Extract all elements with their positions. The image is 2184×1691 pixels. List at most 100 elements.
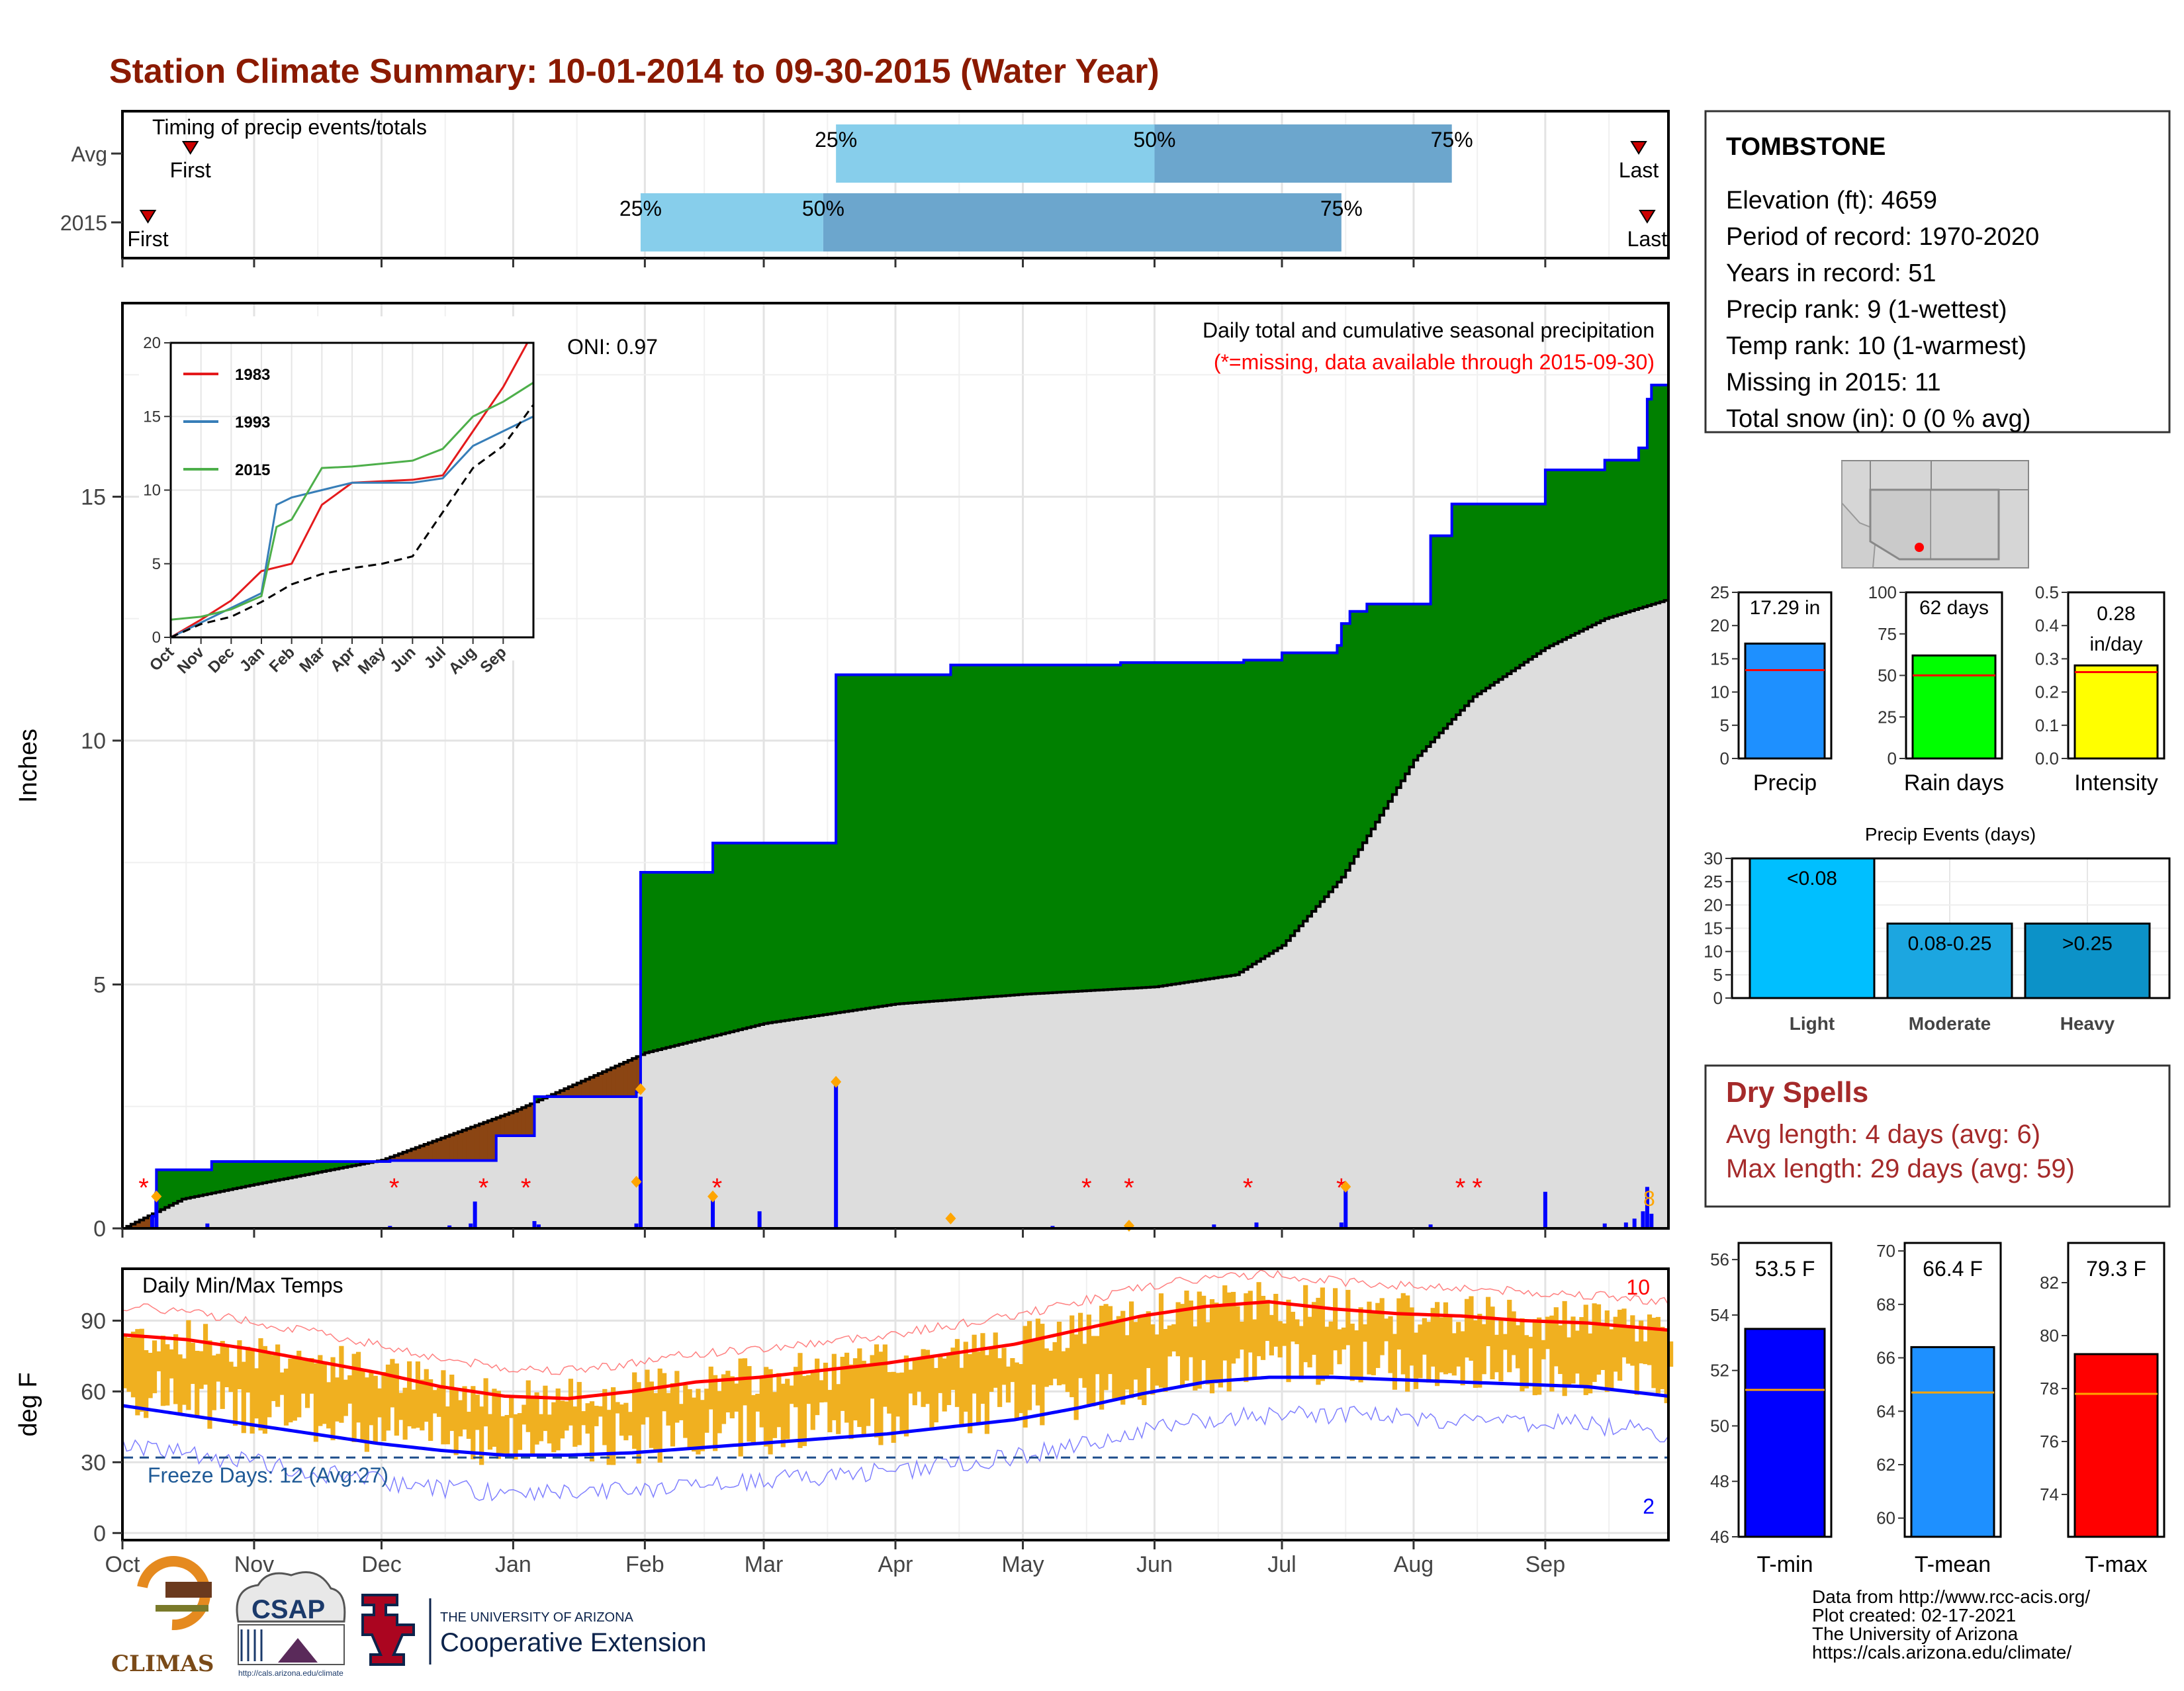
daily-temp-bar: [445, 1406, 450, 1445]
surplus-area: [334, 1162, 340, 1169]
daily-temp-bar: [1205, 1322, 1210, 1385]
events-bar-light: [1749, 857, 1876, 999]
surplus-area: [759, 843, 764, 1025]
daily-temp-bar: [636, 1382, 641, 1464]
deficit-area: [572, 1085, 578, 1097]
surplus-area: [1298, 653, 1304, 927]
surplus-area: [292, 1162, 297, 1177]
surplus-area: [700, 872, 705, 1040]
surplus-area: [1286, 653, 1291, 941]
deficit-area: [598, 1074, 603, 1097]
surplus-area: [717, 843, 722, 1035]
station-period: Period of record: 1970-2020: [1726, 223, 2039, 251]
daily-temp-bar: [602, 1389, 608, 1445]
temp-ylabel: deg F: [15, 1372, 42, 1436]
timing-q25-label: 25%: [619, 197, 662, 220]
missing-day-marker: *: [1336, 1173, 1347, 1203]
surplus-area: [322, 1162, 327, 1172]
avg-cumulative-area: [122, 599, 1668, 1228]
surplus-area: [657, 872, 662, 1050]
surplus-area: [1031, 664, 1036, 994]
daily-temp-bar: [1532, 1319, 1537, 1396]
events-xtick-label: Moderate: [1909, 1013, 1991, 1034]
daily-temp-bar: [428, 1379, 433, 1441]
temp-xtick-label: Dec: [361, 1552, 401, 1577]
daily-temp-bar: [674, 1371, 680, 1423]
daily-temp-bar: [1456, 1322, 1461, 1367]
surplus-area: [1439, 535, 1444, 733]
surplus-area: [1418, 604, 1423, 756]
surplus-area: [195, 1169, 200, 1197]
summary-ytick-label: 20: [1710, 616, 1729, 635]
daily-temp-bar: [144, 1349, 149, 1418]
daily-temp-bar: [785, 1379, 790, 1440]
daily-temp-bar: [704, 1389, 709, 1433]
daily-temp-bar: [1014, 1362, 1019, 1420]
daily-temp-bar: [887, 1372, 892, 1414]
daily-temp-bar: [525, 1380, 531, 1432]
daily-temp-bar: [241, 1361, 246, 1434]
summary-ytick-label: 25: [1710, 582, 1729, 602]
daily-temp-bar: [313, 1363, 318, 1442]
surplus-area: [1558, 469, 1563, 642]
surplus-area: [751, 843, 756, 1027]
surplus-area: [1171, 663, 1177, 985]
surplus-area: [1532, 504, 1537, 657]
daily-temp-bar: [984, 1355, 989, 1434]
daily-temp-bar: [1435, 1302, 1440, 1387]
daily-temp-bar: [1477, 1314, 1482, 1388]
surplus-area: [780, 843, 786, 1021]
surplus-area: [776, 843, 782, 1022]
summary-ytick-label: 0.5: [2035, 582, 2059, 602]
daily-temp-bar: [130, 1332, 136, 1398]
daily-temp-bar: [861, 1361, 866, 1435]
daily-temp-bar: [1405, 1295, 1410, 1392]
surplus-area: [1010, 664, 1015, 995]
events-ytick-label: 5: [1713, 965, 1723, 985]
daily-temp-bar: [729, 1376, 735, 1419]
deficit-area: [487, 1120, 492, 1161]
daily-temp-bar: [1244, 1293, 1249, 1383]
daily-temp-bar: [1048, 1350, 1054, 1386]
daily-temp-bar: [1494, 1334, 1500, 1373]
daily-temp-bar: [619, 1404, 625, 1436]
summary-ytick-label: 50: [1878, 666, 1897, 686]
daily-temp-bar: [1150, 1324, 1156, 1395]
daily-temp-bar: [220, 1341, 225, 1409]
surplus-area: [980, 664, 985, 998]
climas-logo[interactable]: CLIMAS: [111, 1556, 214, 1677]
deficit-area: [525, 1105, 531, 1136]
temp-xtick-label: Apr: [878, 1552, 913, 1577]
credit-url: https://cals.arizona.edu/climate/: [1812, 1642, 2071, 1663]
surplus-area: [1001, 664, 1007, 996]
deficit-area: [135, 1222, 140, 1228]
surplus-area: [713, 843, 718, 1036]
surplus-area: [819, 843, 824, 1016]
timing-first-marker: [139, 210, 157, 224]
daily-temp-bar: [764, 1367, 769, 1447]
surplus-area: [1061, 664, 1066, 993]
surplus-area: [1256, 660, 1261, 962]
daily-temp-bar: [275, 1344, 281, 1407]
daily-temp-bar: [1362, 1324, 1368, 1342]
summary-ytick-label: 0.4: [2035, 616, 2059, 635]
daily-temp-bar: [224, 1347, 230, 1388]
daily-temp-bar: [381, 1371, 387, 1441]
ua-logo[interactable]: THE UNIVERSITY OF ARIZONA Cooperative Ex…: [361, 1594, 706, 1666]
csap-logo[interactable]: CSAP http://cals.arizona.edu/climate: [236, 1571, 346, 1678]
daily-temp-bar: [152, 1340, 158, 1394]
daily-temp-bar: [1095, 1336, 1100, 1375]
timing-last-marker: [1630, 141, 1647, 155]
surplus-area: [1604, 460, 1610, 619]
summary-ytick-label: 100: [1868, 582, 1897, 602]
summary-ytick-label: 0: [1720, 749, 1729, 768]
daily-temp-bar: [831, 1353, 837, 1420]
temp-summary-ytick-label: 78: [2040, 1379, 2059, 1398]
daily-temp-bar: [1558, 1325, 1563, 1375]
deficit-area: [130, 1224, 136, 1228]
daily-temp-bar: [585, 1403, 590, 1434]
daily-temp-bar: [1643, 1341, 1648, 1365]
daily-temp-bar: [1069, 1315, 1075, 1398]
temp-xtick-label: Oct: [105, 1552, 140, 1577]
